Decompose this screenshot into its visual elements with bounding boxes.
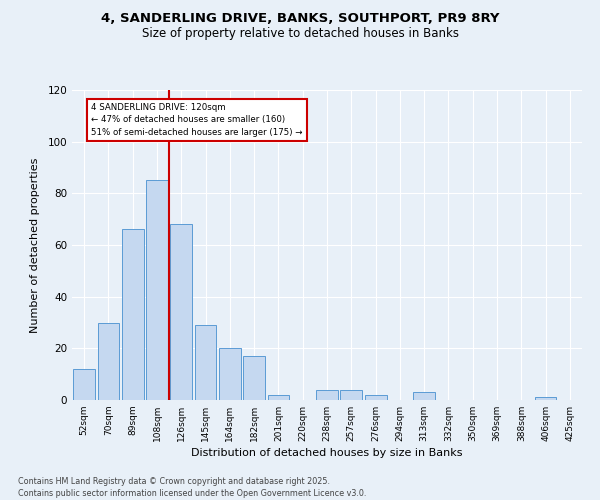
Bar — [170, 224, 192, 400]
Bar — [219, 348, 241, 400]
Bar — [268, 395, 289, 400]
Bar — [122, 230, 143, 400]
Text: 4, SANDERLING DRIVE, BANKS, SOUTHPORT, PR9 8RY: 4, SANDERLING DRIVE, BANKS, SOUTHPORT, P… — [101, 12, 499, 26]
Bar — [413, 392, 435, 400]
Bar — [73, 369, 95, 400]
X-axis label: Distribution of detached houses by size in Banks: Distribution of detached houses by size … — [191, 448, 463, 458]
Text: Contains HM Land Registry data © Crown copyright and database right 2025.
Contai: Contains HM Land Registry data © Crown c… — [18, 476, 367, 498]
Bar — [316, 390, 338, 400]
Text: Size of property relative to detached houses in Banks: Size of property relative to detached ho… — [142, 28, 458, 40]
Bar — [97, 322, 119, 400]
Bar — [243, 356, 265, 400]
Bar — [194, 325, 217, 400]
Text: 4 SANDERLING DRIVE: 120sqm
← 47% of detached houses are smaller (160)
51% of sem: 4 SANDERLING DRIVE: 120sqm ← 47% of deta… — [91, 103, 303, 137]
Bar — [365, 395, 386, 400]
Bar — [146, 180, 168, 400]
Bar — [535, 398, 556, 400]
Bar — [340, 390, 362, 400]
Y-axis label: Number of detached properties: Number of detached properties — [31, 158, 40, 332]
